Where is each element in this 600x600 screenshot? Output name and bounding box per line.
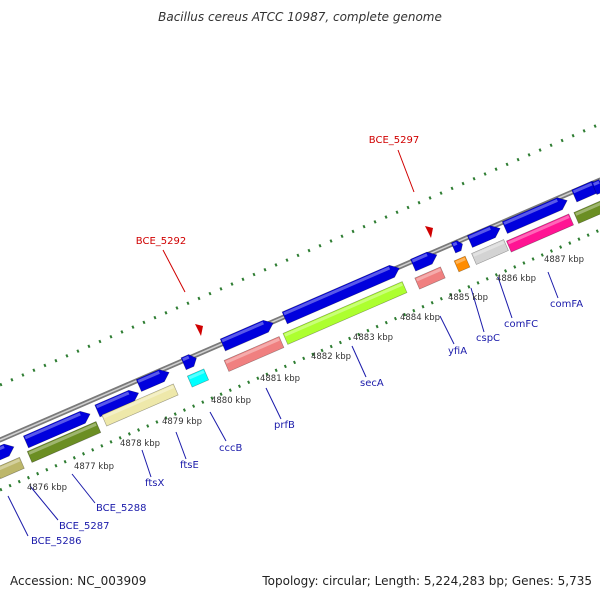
marker-arrow-BCE_5292 (195, 324, 203, 336)
gene-block-cog-6 (282, 281, 408, 345)
gene-block-fwd-3 (94, 389, 140, 418)
scale-tick-ring (0, 228, 600, 492)
scale-label-4883: 4883 kbp (353, 333, 393, 343)
gene-label-BCE_5287: BCE_5287 (59, 521, 109, 532)
scale-label-4876: 4876 kbp (27, 483, 67, 493)
gene-label-secA: secA (360, 378, 384, 389)
gene-block-fwd-5 (180, 354, 197, 371)
scale-label-4877: 4877 kbp (74, 462, 114, 472)
gene-block-fwd-8 (410, 251, 438, 272)
leader-comFC (497, 276, 513, 319)
gene-block-fwd-13 (591, 179, 600, 195)
accession-text: Accession: NC_003909 (10, 574, 147, 588)
gene-label-comFA: comFA (550, 299, 583, 310)
scale-label-4879: 4879 kbp (162, 417, 202, 427)
leader-cspC (470, 287, 485, 333)
gene-label-comFC: comFC (504, 319, 538, 330)
gene-block-fwd-2 (22, 410, 91, 449)
scale-label-4885: 4885 kbp (448, 293, 488, 303)
gene-label-leaders (7, 271, 559, 537)
gene-block-cog-2 (26, 421, 102, 463)
gene-label-BCE_5286: BCE_5286 (31, 536, 81, 547)
gene-block-cog-10 (506, 213, 574, 253)
gene-block-cog-1 (0, 456, 25, 480)
scale-label-4882: 4882 kbp (311, 352, 351, 362)
gene-block-fwd-10 (466, 225, 501, 248)
leader-yfiA (439, 315, 455, 345)
marker-label-BCE_5292: BCE_5292 (136, 236, 186, 247)
gene-label-cccB: cccB (219, 443, 242, 454)
gene-block-fwd-9 (450, 240, 463, 254)
leader-cccB (209, 411, 227, 442)
leader-prfB (265, 387, 282, 420)
marker-label-BCE_5297: BCE_5297 (369, 135, 419, 146)
scale-label-4887: 4887 kbp (544, 255, 584, 265)
gene-block-cog-4 (186, 368, 210, 388)
outer-tick-ring (0, 122, 600, 387)
gene-block-cog-11 (573, 200, 600, 224)
gene-label-ftsE: ftsE (180, 460, 199, 471)
feature-markers: BCE_5292 BCE_5297 (136, 135, 433, 336)
leader-secA (351, 345, 367, 378)
gene-label-cspC: cspC (476, 333, 500, 344)
scale-label-4878: 4878 kbp (120, 439, 160, 449)
gene-block-cog-8 (453, 255, 471, 273)
marker-BCE_5292: BCE_5292 (136, 236, 203, 336)
scale-label-4880: 4880 kbp (211, 396, 251, 406)
gene-label-ftsX: ftsX (145, 478, 164, 489)
leader-ftsX (141, 449, 152, 478)
gene-block-fwd-11 (501, 197, 568, 234)
scale-label-4886: 4886 kbp (496, 274, 536, 284)
gene-labels: BCE_5286 BCE_5287 BCE_5288 ftsX ftsE cccB prfB… (31, 299, 583, 547)
map-title: Bacillus cereus ATCC 10987, complete gen… (158, 10, 442, 24)
gene-block-cog-9 (471, 239, 509, 265)
scale-labels: 4876 kbp 4877 kbp 4878 kbp 4879 kbp 4880 kbp… (27, 255, 584, 493)
leader-BCE_5286 (7, 495, 29, 537)
leader-BCE_5287 (29, 485, 59, 521)
leader-comFA (547, 271, 559, 299)
scale-label-4881: 4881 kbp (260, 374, 300, 384)
gene-label-yfiA: yfiA (448, 346, 467, 357)
gene-blocks (0, 179, 600, 480)
summary-text: Topology: circular; Length: 5,224,283 bp… (262, 574, 592, 588)
gene-block-fwd-7 (281, 264, 400, 325)
gene-label-BCE_5288: BCE_5288 (96, 503, 146, 514)
scale-label-4884: 4884 kbp (400, 313, 440, 323)
gene-block-fwd-6 (219, 319, 274, 352)
gene-block-cog-5 (223, 336, 285, 372)
marker-arrow-BCE_5297 (425, 226, 433, 238)
leader-ftsE (175, 431, 187, 460)
leader-BCE_5288 (71, 473, 96, 504)
gene-block-fwd-1 (0, 443, 15, 464)
gene-block-cog-7 (414, 266, 446, 290)
marker-BCE_5297: BCE_5297 (369, 135, 433, 238)
gene-label-prfB: prfB (274, 420, 295, 431)
gene-block-cog-3 (101, 383, 179, 427)
gene-block-fwd-4 (135, 369, 170, 392)
